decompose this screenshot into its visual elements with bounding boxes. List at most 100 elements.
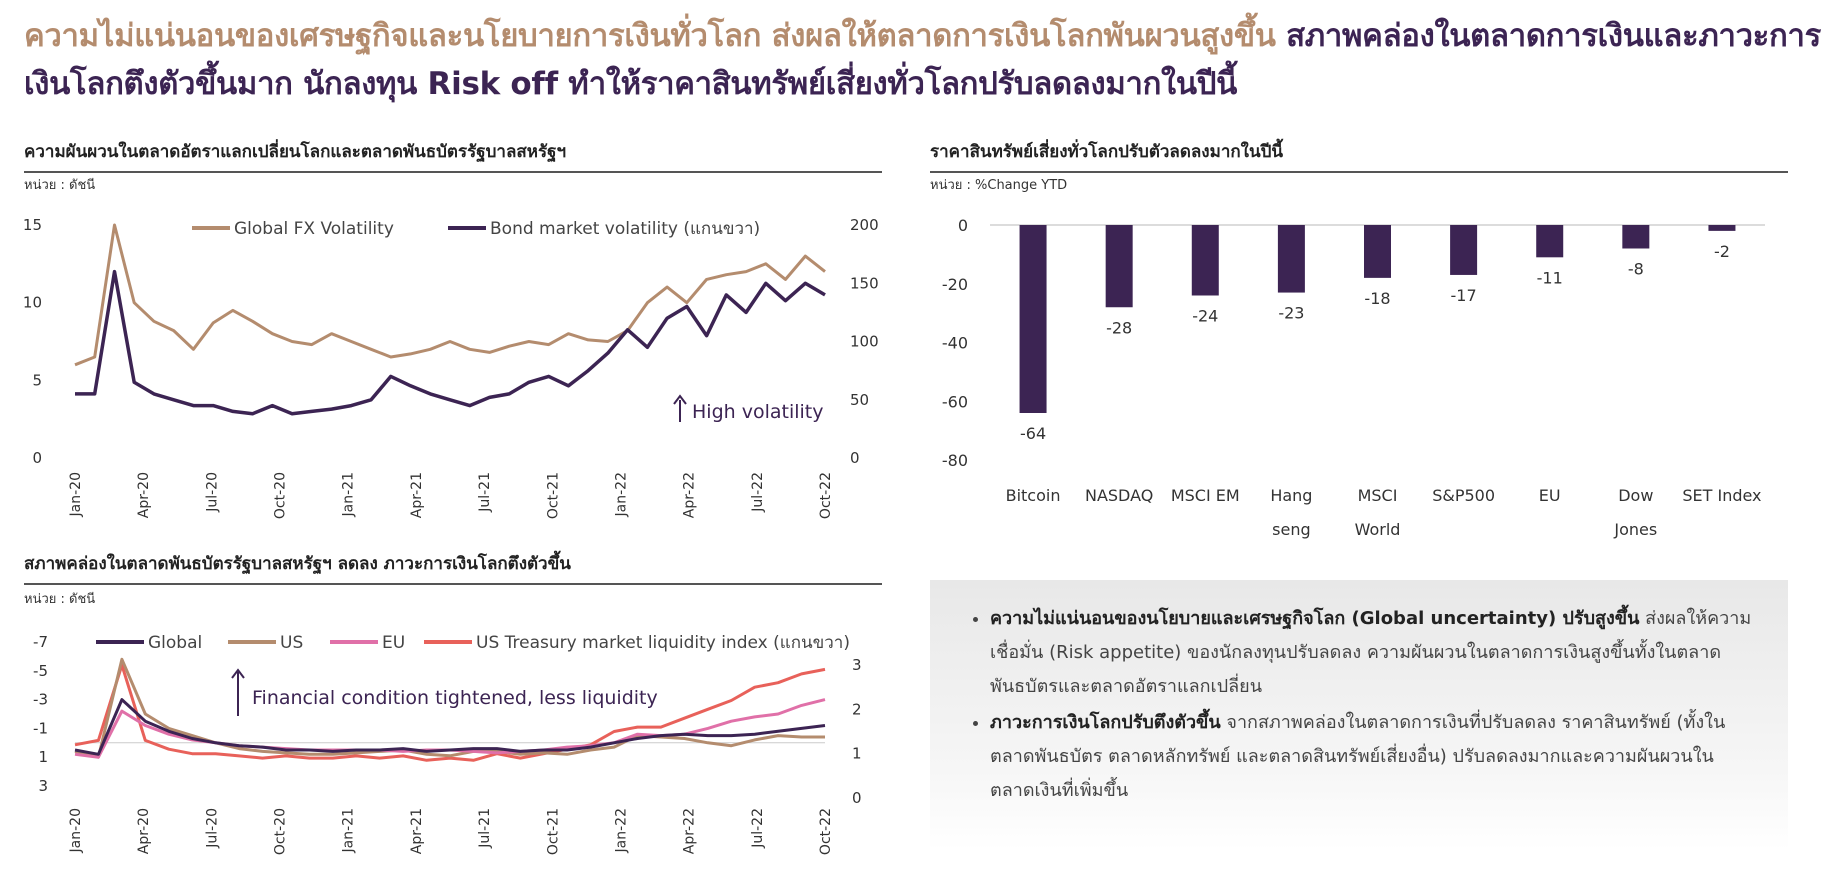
category-label: seng [1272,520,1310,539]
y-left-tick-label: 0 [32,449,42,467]
panel3-unit: หน่วย : ดัชนี [24,592,96,607]
x-tick-label: Apr-20 [136,472,152,518]
bar-dow-jones [1622,225,1650,249]
liquidity-condition-chart: -7 -5 -3 -1 1 3 3 2 1 0 Jan-20 Apr-20 Jul-20 Oct-20 Ja… [33,633,862,855]
x-tick-label: Oct-22 [818,472,834,519]
info-box: ความไม่แน่นอนของนโยบายและเศรษฐกิจโลก (Gl… [930,580,1788,850]
x-tick-label: Jul-21 [477,808,493,849]
info-bullet-2-bold: ภาวะการเงินโลกปรับตึงตัวขึ้น [990,712,1221,733]
bar-eu [1536,225,1564,258]
panel2-unit: หน่วย : %Change YTD [930,178,1068,193]
x-tick-label: Jul-22 [750,808,766,849]
series-line-global [74,698,826,756]
x-tick-label: Jan-21 [341,472,357,517]
bar-msci-world [1364,225,1391,278]
y-right-tick-label: 200 [850,216,879,234]
bar-value-label: -17 [1451,286,1477,305]
x-tick-label: Jul-20 [204,472,220,513]
category-label: S&P500 [1432,486,1495,505]
annotation-financial-condition: Financial condition tightened, less liqu… [252,687,658,709]
bar-hang-seng [1277,225,1305,293]
bar-s-p500 [1450,225,1478,275]
y-tick-label: -20 [942,275,968,294]
series-line-liquidity-index [74,663,826,762]
category-label: MSCI EM [1171,486,1240,505]
y-right-tick-label: 150 [850,274,879,292]
y-right-tick-label: 0 [850,449,860,467]
legend-label-bond: Bond market volatility (แกนขวา) [490,219,760,239]
x-tick-label: Jul-20 [204,808,220,849]
bar-value-label: -11 [1537,268,1563,287]
x-tick-label: Apr-22 [682,472,698,518]
category-label: SET Index [1682,486,1761,505]
series-line-us [74,657,825,759]
series-line-fx-volatility [74,223,826,367]
x-tick-label: Jan-22 [613,472,629,517]
x-tick-label: Jan-20 [68,808,84,853]
x-tick-label: Oct-21 [545,808,561,855]
y-left-tick-label: 10 [23,294,42,312]
bar-value-label: -28 [1106,318,1132,337]
y-tick-label: -60 [942,392,968,411]
legend-label-fx: Global FX Volatility [234,219,394,239]
legend-label-us: US [280,633,303,653]
y-right-tick-label: 2 [852,700,862,718]
risk-asset-ytd-chart: 0 -20 -40 -60 -80 -64 Bitcoin -28 NASDAQ -24 MSCI … [942,216,1765,539]
category-label: World [1355,520,1401,539]
bar-value-label: -8 [1628,260,1644,279]
headline-part-2: สภาพคล่องในตลาดการเงินและภาวะการเงินโลกต… [24,18,1821,102]
legend-label-eu: EU [382,633,405,653]
panel1-unit: หน่วย : ดัชนี [24,178,96,193]
x-tick-label: Jan-21 [341,808,357,853]
category-label: MSCI [1358,486,1398,505]
category-label: Bitcoin [1006,486,1061,505]
category-label: Dow [1618,486,1653,505]
category-label: EU [1539,486,1561,505]
info-bullet-tightening: ภาวะการเงินโลกปรับตึงตัวขึ้น จากสภาพคล่อ… [990,706,1758,808]
y-left-tick-label: 5 [32,371,42,389]
x-tick-label: Oct-21 [545,472,561,519]
y-left-tick-label: 15 [23,216,42,234]
bar-bitcoin [1019,225,1047,413]
info-bullet-1-bold: ความไม่แน่นอนของนโยบายและเศรษฐกิจโลก (Gl… [990,608,1640,629]
y-left-tick-label: -7 [33,633,48,651]
bar-msci-em [1191,225,1219,296]
y-left-tick-label: -5 [33,662,48,680]
x-tick-label: Oct-20 [273,472,289,519]
annotation-arrow-head [231,668,245,679]
category-label: Jones [1613,520,1657,539]
y-right-tick-label: 3 [852,656,862,674]
x-tick-label: Jan-22 [613,808,629,853]
y-left-tick-label: -1 [33,719,48,737]
y-right-tick-label: 1 [852,745,862,763]
series-line-bond-volatility [75,269,826,416]
x-tick-label: Apr-21 [409,808,425,854]
info-bullet-1-text: ส่งผลให้ความเชื่อมั่น (Risk appetite) ขอ… [990,608,1752,697]
y-left-tick-label: -3 [33,691,48,709]
y-right-tick-label: 100 [850,333,879,351]
legend-label-global: Global [148,633,202,653]
bar-set-index [1708,225,1736,231]
legend-label-liquidity-index: US Treasury market liquidity index (แกนข… [476,633,850,653]
panel3-title: สภาพคล่องในตลาดพันธบัตรรัฐบาลสหรัฐฯ ลดลง… [24,550,882,585]
bar-nasdaq [1105,225,1133,308]
bar-value-label: -64 [1020,424,1046,443]
y-tick-label: 0 [958,216,968,235]
y-right-tick-label: 0 [852,789,862,807]
x-tick-label: Oct-22 [818,808,834,855]
annotation-high-volatility: High volatility [692,401,823,423]
x-tick-label: Jan-20 [68,472,84,517]
headline: ความไม่แน่นอนของเศรษฐกิจและนโยบายการเงิน… [24,12,1824,108]
category-label: NASDAQ [1085,486,1153,505]
x-tick-label: Jul-22 [750,472,766,513]
annotation-arrow-head [673,394,687,405]
y-right-tick-label: 50 [850,391,869,409]
bar-value-label: -23 [1278,304,1304,323]
y-tick-label: -80 [942,451,968,470]
x-tick-label: Oct-20 [273,808,289,855]
x-tick-label: Apr-21 [409,472,425,518]
category-label: Hang [1270,486,1312,505]
x-tick-label: Apr-20 [136,808,152,854]
info-bullet-uncertainty: ความไม่แน่นอนของนโยบายและเศรษฐกิจโลก (Gl… [990,602,1758,704]
